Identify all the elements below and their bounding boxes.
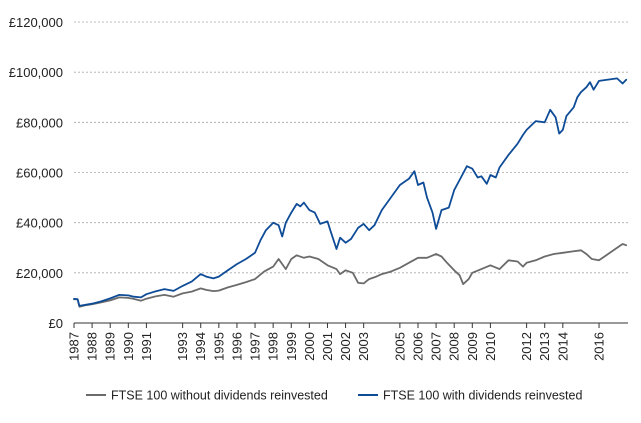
series-lines xyxy=(73,77,628,308)
x-tick-label: 2006 xyxy=(410,332,425,361)
x-tick-label: 2010 xyxy=(483,332,498,361)
x-tick-label: 2007 xyxy=(429,332,444,361)
x-tick-label: 2013 xyxy=(537,332,552,361)
x-tick-label: 1997 xyxy=(248,332,263,361)
legend: FTSE 100 without dividends reinvested FTS… xyxy=(86,389,582,403)
x-tick-label: 1989 xyxy=(103,332,118,361)
series-line-2 xyxy=(73,77,628,307)
x-tick-label: 2014 xyxy=(555,332,570,361)
x-tick-label: 2002 xyxy=(338,332,353,361)
x-tick-label: 2009 xyxy=(465,332,480,361)
x-tick-label: 2016 xyxy=(592,332,607,361)
x-tick-label: 2005 xyxy=(392,332,407,361)
y-tick-label: £80,000 xyxy=(16,115,63,130)
y-tick-label: £100,000 xyxy=(9,65,63,80)
y-tick-label: £40,000 xyxy=(16,216,63,231)
y-tick-label: £20,000 xyxy=(16,266,63,281)
y-tick-label: £120,000 xyxy=(9,15,63,30)
x-tick-label: 2008 xyxy=(447,332,462,361)
y-axis-labels: £0 £20,000 £40,000 £60,000 £80,000 £100,000 £1… xyxy=(9,15,63,331)
x-tick-label: 1990 xyxy=(121,332,136,361)
series-line-1 xyxy=(73,243,628,308)
grid-lines xyxy=(74,21,628,274)
x-tick-label: 1998 xyxy=(266,332,281,361)
x-axis-ticks xyxy=(73,323,600,328)
x-tick-label: 1988 xyxy=(85,332,100,361)
x-tick-label: 1999 xyxy=(284,332,299,361)
x-tick-label: 1994 xyxy=(193,332,208,361)
x-tick-label: 2001 xyxy=(320,332,335,361)
x-tick-label: 1996 xyxy=(229,332,244,361)
x-tick-label: 1993 xyxy=(175,332,190,361)
legend-label: FTSE 100 without dividends reinvested xyxy=(111,389,328,403)
x-tick-label: 1995 xyxy=(211,332,226,361)
x-axis-labels: 1987 1988 1989 1990 1991 1993 1994 1995 1996 1997… xyxy=(67,332,607,361)
y-tick-label: £60,000 xyxy=(16,166,63,181)
x-tick-label: 2000 xyxy=(302,332,317,361)
y-tick-label: £0 xyxy=(49,316,63,331)
x-tick-label: 1987 xyxy=(67,332,82,361)
x-tick-label: 2003 xyxy=(356,332,371,361)
x-tick-label: 2012 xyxy=(519,332,534,361)
x-tick-label: 1991 xyxy=(139,332,154,361)
legend-label: FTSE 100 with dividends reinvested xyxy=(383,389,582,403)
